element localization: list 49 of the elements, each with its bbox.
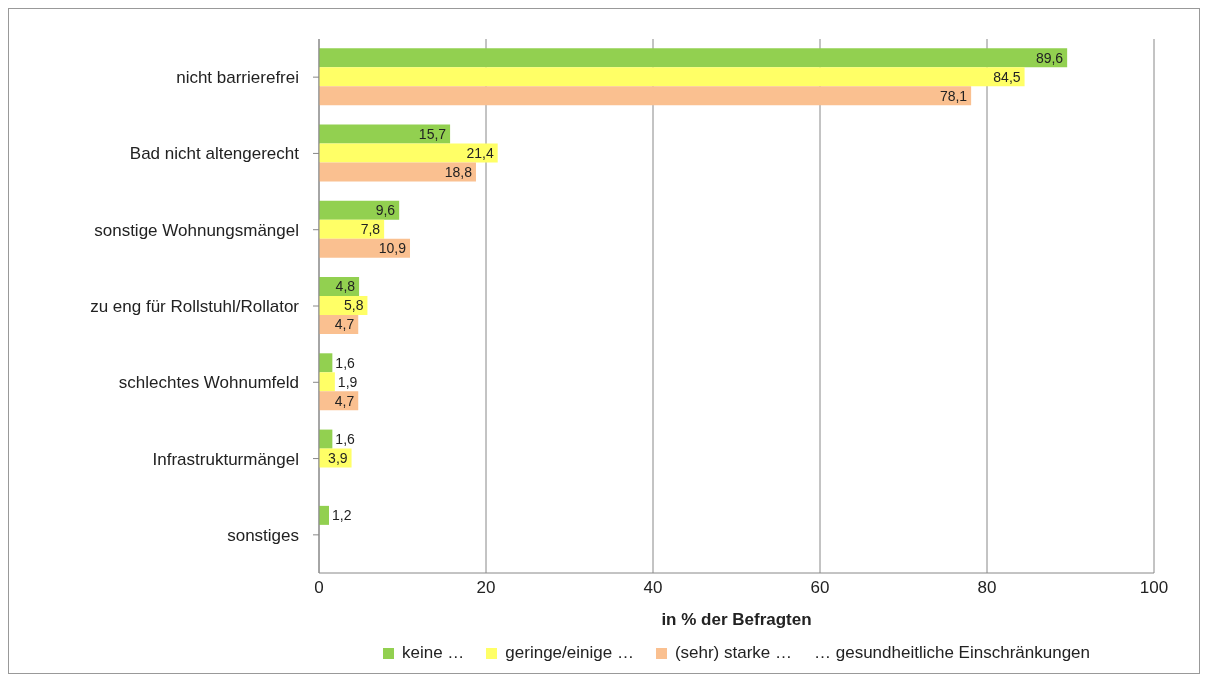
data-label: 5,8 (343, 297, 364, 314)
data-label: 15,7 (418, 125, 447, 142)
legend-label: keine … (401, 643, 465, 663)
y-tick-label: Infrastrukturmängel (152, 449, 299, 469)
legend-label: geringe/einige … (504, 643, 634, 663)
data-label: 9,6 (375, 202, 396, 219)
data-label: 21,4 (466, 144, 494, 161)
data-label: 1,6 (335, 354, 356, 371)
data-label: 4,8 (335, 278, 356, 295)
data-label: 84,5 (993, 68, 1021, 85)
y-tick-label: zu eng für Rollstuhl/Rollator (90, 297, 300, 317)
bar (319, 143, 498, 163)
data-label: 18,8 (444, 163, 473, 180)
bar (319, 86, 972, 106)
bar (319, 505, 330, 525)
data-label: 1,6 (335, 430, 356, 447)
data-label: 7,8 (360, 221, 381, 238)
y-tick-label: Bad nicht altengerecht (129, 144, 300, 164)
x-tick-label: 100 (1139, 578, 1169, 598)
y-tick-label: sonstiges (227, 525, 299, 545)
data-label: 4,7 (334, 392, 355, 409)
y-tick-label: nicht barrierefrei (176, 68, 299, 88)
bar (319, 219, 385, 239)
data-label: 4,7 (334, 316, 355, 333)
bar (319, 238, 411, 258)
bar (319, 353, 333, 373)
data-label: 1,2 (332, 507, 352, 524)
x-tick-label: 60 (810, 578, 830, 598)
bar (319, 372, 335, 392)
bar (319, 200, 400, 220)
y-tick-label: sonstige Wohnungsmängel (94, 220, 299, 240)
x-tick-label: 0 (314, 578, 324, 598)
data-label: 1,9 (337, 373, 358, 390)
bar (319, 67, 1025, 87)
bar (319, 48, 1068, 68)
text: … gesundheitliche Einschränkungen (814, 643, 1090, 663)
bar (319, 124, 451, 144)
data-label: 78,1 (939, 87, 968, 104)
x-axis-title: in % der Befragten (661, 610, 812, 629)
data-label: 10,9 (378, 240, 407, 257)
y-tick-label: schlechtes Wohnumfeld (118, 373, 299, 393)
x-tick-label: 80 (977, 578, 997, 598)
legend-label: (sehr) starke … (673, 643, 793, 663)
x-tick-label: 20 (476, 578, 496, 598)
x-tick-label: 40 (643, 578, 663, 598)
data-label: 89,6 (1035, 49, 1064, 66)
bar (319, 429, 333, 449)
bar (319, 162, 476, 182)
data-label: 3,9 (328, 449, 348, 466)
